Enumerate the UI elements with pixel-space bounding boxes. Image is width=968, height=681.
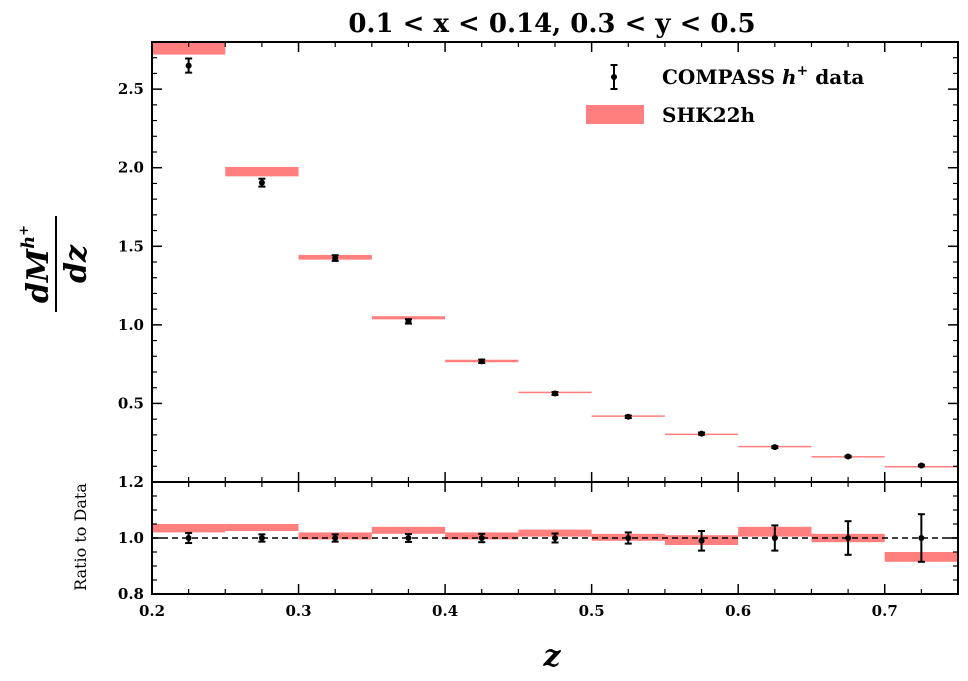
- model-band: [225, 166, 299, 177]
- ratio-band: [152, 524, 226, 533]
- data-point: [625, 413, 632, 420]
- y-axis-label: dMh+dz: [17, 216, 94, 312]
- ratio-band: [371, 526, 446, 534]
- ratio-data-point: [771, 535, 778, 541]
- ratio-panel: 0.2 0.3 0.4 0.5 0.6 0.7 0.8 1.0 1.2: [118, 473, 959, 620]
- ratio-y-tick-label: 1.0: [118, 529, 144, 547]
- main-panel: 0.5 1.0 1.5 2.0 2.5: [118, 41, 959, 483]
- ratio-data-point: [845, 535, 852, 541]
- data-point: [478, 358, 485, 365]
- main-y-tick-label: 2.5: [118, 80, 144, 98]
- x-tick-label: 0.3: [285, 602, 311, 620]
- data-point: [552, 390, 558, 397]
- legend-marker-point: [611, 74, 617, 80]
- data-point: [698, 430, 705, 437]
- data-point: [918, 462, 925, 469]
- data-point: [405, 318, 412, 325]
- model-band: [152, 42, 226, 55]
- x-tick-label: 0.4: [432, 602, 458, 620]
- main-y-tick-label: 1.0: [118, 316, 144, 334]
- y-label-denominator: dz: [59, 244, 94, 283]
- legend-marker-band: [586, 105, 644, 124]
- ratio-y-tick-label: 1.2: [118, 473, 144, 491]
- chart-title: 0.1 < x < 0.14, 0.3 < y < 0.5: [348, 9, 755, 39]
- ratio-data-point: [185, 535, 192, 541]
- y-label-numerator: dMh+: [17, 225, 56, 303]
- x-tick-label: 0.6: [725, 602, 751, 620]
- y-axis-fraction: dMh+dz: [17, 216, 94, 312]
- ratio-data-point: [332, 535, 339, 541]
- ratio-data-point: [258, 535, 265, 541]
- data-point: [771, 444, 778, 451]
- ratio-data-point: [405, 535, 412, 541]
- data-point: [185, 62, 192, 69]
- ratio-data-point: [698, 537, 705, 544]
- x-tick-label: 0.7: [872, 602, 898, 620]
- main-y-tick-label: 1.5: [118, 237, 144, 255]
- data-point: [258, 179, 265, 186]
- ratio-data-point: [552, 535, 558, 541]
- ratio-axis-label: Ratio to Data: [71, 483, 90, 591]
- legend-label-model: SHK22h: [662, 103, 756, 127]
- legend-label-data: COMPASS h+ data: [662, 63, 864, 89]
- ratio-band: [225, 524, 299, 531]
- data-point: [845, 453, 852, 460]
- x-tick-label: 0.2: [139, 602, 165, 620]
- x-tick-label: 0.5: [579, 602, 605, 620]
- ratio-data-point: [478, 535, 485, 541]
- main-frame: [151, 41, 959, 483]
- ratio-data-point: [625, 535, 632, 541]
- main-y-tick-label: 0.5: [118, 394, 144, 412]
- x-axis-label: z: [542, 639, 561, 674]
- main-y-tick-label: 2.0: [118, 159, 144, 177]
- model-band: [371, 316, 446, 320]
- data-point: [332, 255, 339, 262]
- ratio-data-point: [918, 535, 925, 541]
- legend: COMPASS h+ data SHK22h: [586, 63, 864, 127]
- ratio-y-tick-label: 0.8: [118, 585, 144, 603]
